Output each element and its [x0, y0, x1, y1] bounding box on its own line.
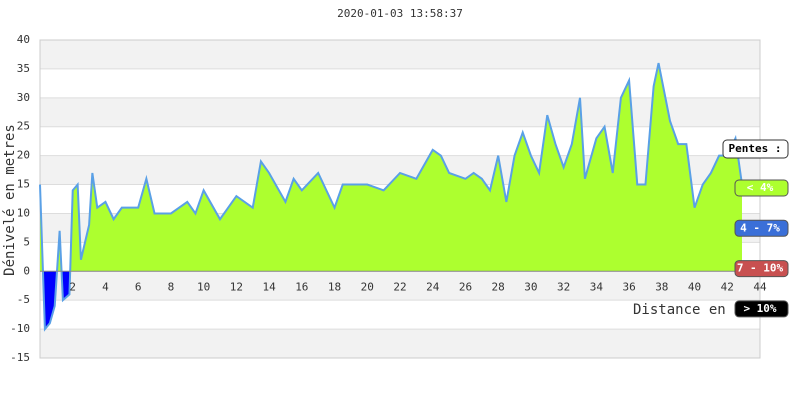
legend-title: Pentes : — [729, 142, 782, 155]
x-tick-label: 8 — [168, 280, 175, 293]
x-tick-label: 26 — [459, 280, 472, 293]
x-tick-label: 20 — [361, 280, 374, 293]
x-tick-label: 28 — [492, 280, 505, 293]
y-tick-label: 30 — [17, 91, 30, 104]
legend-swatch — [734, 300, 789, 318]
x-tick-label: 42 — [721, 280, 734, 293]
chart-title: 2020-01-03 13:58:37 — [337, 7, 463, 20]
x-tick-label: 2 — [69, 280, 76, 293]
y-tick-label: 5 — [23, 235, 30, 248]
y-axis-label: Dénivelé en metres — [2, 124, 18, 276]
legend-label: 7 - 10% — [737, 262, 784, 275]
legend-swatch — [734, 179, 789, 197]
y-tick-label: 40 — [17, 33, 30, 46]
y-tick-label: 0 — [23, 264, 30, 277]
y-tick-label: 20 — [17, 149, 30, 162]
y-tick-label: -5 — [17, 293, 30, 306]
grid-band — [40, 329, 760, 358]
x-tick-label: 24 — [426, 280, 440, 293]
profile-line — [39, 62, 743, 332]
x-axis-label: Distance en — [633, 302, 726, 318]
x-tick-label: 14 — [262, 280, 276, 293]
legend-label: < 4% — [747, 181, 774, 194]
x-tick-label: 30 — [524, 280, 537, 293]
area-positive — [40, 63, 742, 272]
y-tick-label: 35 — [17, 62, 30, 75]
x-tick-label: 10 — [197, 280, 210, 293]
y-tick-label: 25 — [17, 120, 30, 133]
legend-swatch — [734, 219, 789, 237]
legend-swatch — [734, 260, 789, 278]
x-tick-label: 22 — [393, 280, 406, 293]
x-tick-label: 32 — [557, 280, 570, 293]
x-tick-label: 40 — [688, 280, 701, 293]
grid-band — [40, 40, 760, 69]
x-tick-label: 36 — [622, 280, 635, 293]
legend-label: 4 - 7% — [740, 221, 780, 234]
x-tick-label: 6 — [135, 280, 142, 293]
legend-title-box — [722, 139, 789, 159]
y-tick-label: -10 — [10, 322, 30, 335]
x-tick-label: 4 — [102, 280, 109, 293]
grid-band — [40, 97, 760, 127]
x-tick-label: 38 — [655, 280, 668, 293]
y-tick-label: 15 — [17, 178, 30, 191]
x-tick-label: 12 — [230, 280, 243, 293]
x-tick-label: 44 — [753, 280, 767, 293]
x-tick-label: 34 — [590, 280, 604, 293]
y-tick-label: -15 — [10, 351, 30, 364]
x-tick-label: 16 — [295, 280, 308, 293]
grid-band — [40, 271, 760, 301]
x-tick-label: 18 — [328, 280, 341, 293]
legend-label: > 10% — [743, 302, 776, 315]
y-tick-label: 10 — [17, 206, 30, 219]
